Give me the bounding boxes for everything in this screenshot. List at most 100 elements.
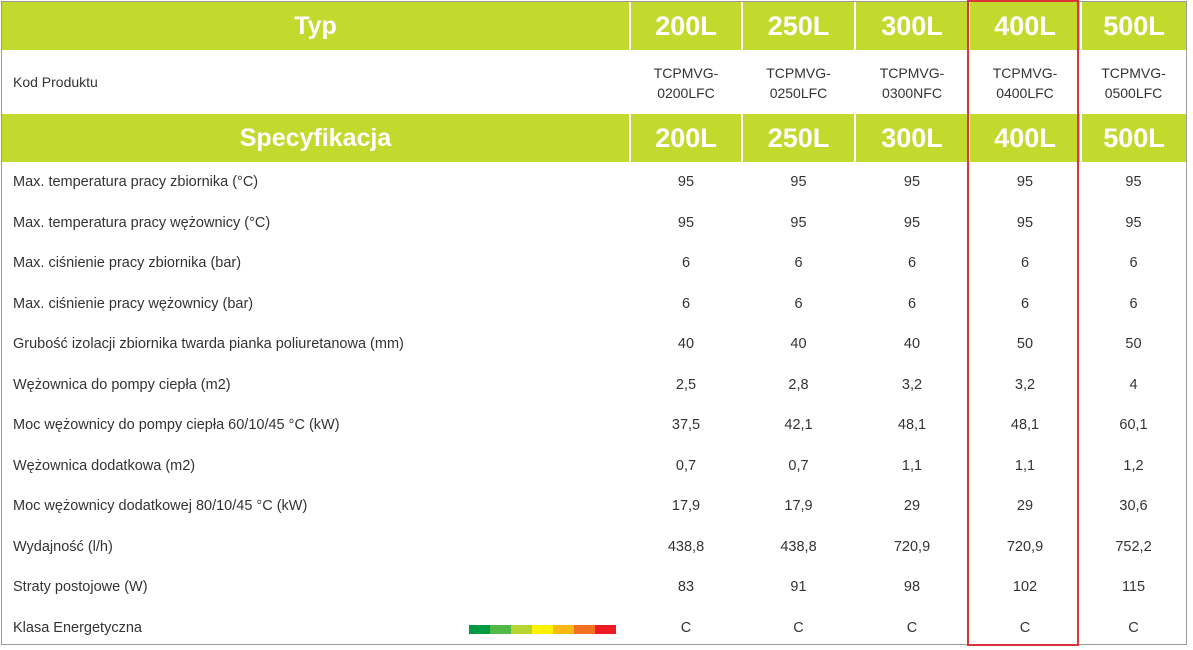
spec-row: Straty postojowe (W) 83 91 98 102 115 <box>2 567 1186 608</box>
spec-value-cell: 6 <box>1129 255 1138 272</box>
spec-row-label: Straty postojowe (W) <box>2 567 630 608</box>
spec-value-cell: 6 <box>1020 255 1030 272</box>
energy-scale-bar <box>469 624 616 634</box>
spec-row: Wężownica do pompy ciepła (m2) 2,5 2,8 3,2 3… <box>2 365 1186 406</box>
spec-header-col: 300L <box>855 114 970 162</box>
spec-value-cell: 40 <box>903 336 921 353</box>
spec-value-cell: C <box>906 619 918 636</box>
spec-value-cell: 29 <box>1016 498 1034 515</box>
spec-value-cell: 83 <box>677 579 695 596</box>
type-header-label: Typ <box>2 2 631 50</box>
spec-row-label: Max. ciśnienie pracy zbiornika (bar) <box>2 243 630 284</box>
spec-value-cell: 3,2 <box>901 376 923 393</box>
spec-value-cell: 1,2 <box>1123 457 1144 474</box>
spec-value-cell: 6 <box>907 255 917 272</box>
spec-value-cell: C <box>1128 619 1139 636</box>
spec-row: Grubość izolacji zbiornika twarda pianka… <box>2 324 1186 365</box>
spec-row-label-text: Max. ciśnienie pracy wężownicy (bar) <box>13 295 254 312</box>
spec-row: Moc wężownicy dodatkowej 80/10/45 °C (kW… <box>2 486 1186 527</box>
spec-value-cell: C <box>1019 619 1031 636</box>
spec-header-col: 200L <box>630 114 743 162</box>
spec-row-label: Klasa Energetyczna <box>2 608 630 645</box>
type-header-col: 500L <box>1081 2 1186 50</box>
product-code-cell: TCPMVG- 0400LFC <box>992 65 1058 101</box>
spec-value-cell: 50 <box>1125 336 1142 353</box>
spec-header-label: Specyfikacja <box>2 114 631 162</box>
spec-body: Max. temperatura pracy zbiornika (°C) 95 9… <box>2 162 1186 645</box>
spec-header-col: 250L <box>742 114 856 162</box>
spec-row-label: Wydajność (l/h) <box>2 527 630 568</box>
spec-value-cell: 4 <box>1129 376 1138 393</box>
spec-value-cell: 6 <box>681 255 691 272</box>
type-header-col: 200L <box>630 2 743 50</box>
spec-value-cell: 1,1 <box>901 457 923 474</box>
spec-row-label-text: Grubość izolacji zbiornika twarda pianka… <box>13 336 404 353</box>
spec-value-cell: 6 <box>794 255 803 272</box>
spec-row: Max. ciśnienie pracy zbiornika (bar) 6 6 6 6… <box>2 243 1186 284</box>
spec-row-label: Wężownica do pompy ciepła (m2) <box>2 365 630 406</box>
type-header-col: 300L <box>855 2 970 50</box>
spec-value-cell: 95 <box>1016 214 1034 231</box>
spec-row-label-text: Moc wężownicy do pompy ciepła 60/10/45 °… <box>13 417 340 434</box>
product-code-cell: TCPMVG- 0250LFC <box>766 65 831 101</box>
spec-row-label: Max. temperatura pracy wężownicy (°C) <box>2 203 630 244</box>
spec-value-cell: 1,1 <box>1014 457 1036 474</box>
product-code-row: Kod Produktu TCPMVG- 0200LFC TCPMVG- 0250L… <box>2 50 1186 114</box>
spec-value-cell: 2,5 <box>675 376 697 393</box>
spec-value-cell: 30,6 <box>1119 498 1148 515</box>
spec-header-row: Specyfikacja 200L 250L 300L 400L 500L <box>2 114 1186 162</box>
spec-row-label: Max. ciśnienie pracy wężownicy (bar) <box>2 284 630 325</box>
spec-value-cell: 95 <box>1125 174 1142 191</box>
product-code-cell: TCPMVG- 0300NFC <box>879 65 945 101</box>
spec-header-col: 500L <box>1081 114 1186 162</box>
spec-value-cell: 720,9 <box>1006 538 1044 555</box>
spec-value-cell: 95 <box>790 214 807 231</box>
spec-value-cell: 0,7 <box>788 457 809 474</box>
spec-row: Max. ciśnienie pracy wężownicy (bar) 6 6 6 6… <box>2 284 1186 325</box>
spec-value-cell: 6 <box>907 295 917 312</box>
energy-scale-segment <box>490 624 511 634</box>
spec-value-cell: 6 <box>794 295 803 312</box>
spec-row-label-text: Klasa Energetyczna <box>13 619 142 636</box>
spec-row-label-text: Straty postojowe (W) <box>13 579 148 596</box>
spec-row: Wężownica dodatkowa (m2) 0,7 0,7 1,1 1,1 1,2 <box>2 446 1186 487</box>
spec-value-cell: 40 <box>790 336 807 353</box>
spec-row: Max. temperatura pracy wężownicy (°C) 95 9… <box>2 203 1186 244</box>
product-code-cell: TCPMVG- 0500LFC <box>1101 65 1166 101</box>
spec-value-cell: 95 <box>1125 214 1142 231</box>
spec-row-label: Max. temperatura pracy zbiornika (°C) <box>2 162 630 203</box>
spec-value-cell: 60,1 <box>1119 417 1148 434</box>
spec-value-cell: 37,5 <box>671 417 701 434</box>
spec-value-cell: 6 <box>1129 295 1138 312</box>
spec-row-label-text: Max. temperatura pracy wężownicy (°C) <box>13 214 271 231</box>
spec-value-cell: 438,8 <box>667 538 705 555</box>
spec-row-label-text: Wydajność (l/h) <box>13 538 113 555</box>
spec-value-cell: 102 <box>1012 579 1038 596</box>
product-code-cell: TCPMVG- 0200LFC <box>653 65 719 101</box>
spec-value-cell: 752,2 <box>1115 538 1152 555</box>
spec-row-label-text: Max. temperatura pracy zbiornika (°C) <box>13 174 259 191</box>
product-code-label: Kod Produktu <box>13 74 98 90</box>
spec-value-cell: 42,1 <box>784 417 813 434</box>
spec-value-cell: 720,9 <box>893 538 931 555</box>
spec-row-label: Grubość izolacji zbiornika twarda pianka… <box>2 324 630 365</box>
energy-scale-segment <box>469 624 490 634</box>
spec-row-label: Moc wężownicy do pompy ciepła 60/10/45 °… <box>2 405 630 446</box>
spec-value-cell: 29 <box>903 498 921 515</box>
spec-row-label-text: Wężownica dodatkowa (m2) <box>13 457 196 474</box>
spec-value-cell: 48,1 <box>897 417 927 434</box>
energy-scale-segment <box>532 624 553 634</box>
spec-value-cell: 50 <box>1016 336 1034 353</box>
spec-value-cell: 438,8 <box>780 538 817 555</box>
spec-value-cell: 3,2 <box>1014 376 1036 393</box>
type-header-col: 400L <box>969 2 1082 50</box>
spec-value-cell: 95 <box>677 214 695 231</box>
spec-row: Moc wężownicy do pompy ciepła 60/10/45 °… <box>2 405 1186 446</box>
spec-row-label-text: Moc wężownicy dodatkowej 80/10/45 °C (kW… <box>13 498 308 515</box>
spec-row: Wydajność (l/h) 438,8 438,8 720,9 720,9 752,2 <box>2 527 1186 568</box>
spec-row-label: Moc wężownicy dodatkowej 80/10/45 °C (kW… <box>2 486 630 527</box>
spec-value-cell: 17,9 <box>784 498 813 515</box>
spec-value-cell: 91 <box>790 579 807 596</box>
